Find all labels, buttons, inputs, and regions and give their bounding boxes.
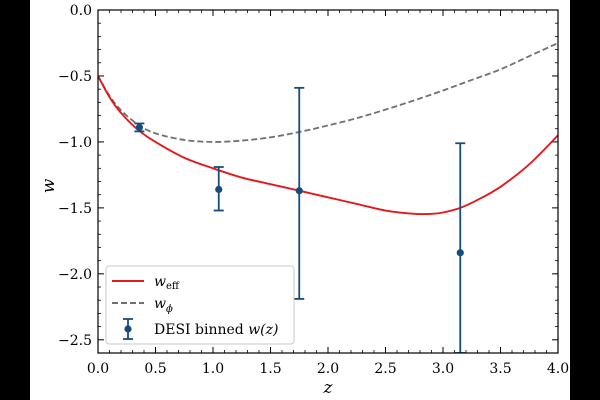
- errorbar-point-0: [134, 122, 145, 133]
- legend-label-desi-text: DESI binned: [154, 322, 248, 338]
- chart-svg: 0.0 0.5 1.0 1.5 2.0 2.5 3.0 3.5 4.0 0.0 −0.5 −1.0 −1…: [39, 3, 569, 398]
- legend: weff wϕ DESI binned w(z): [105, 265, 295, 345]
- plot-frame: [97, 9, 559, 354]
- y-tick-label: −0.5: [58, 69, 92, 85]
- legend-label-w-phi: wϕ: [154, 296, 173, 315]
- legend-label-desi: DESI binned w(z): [154, 322, 278, 338]
- x-tick-label: 1.0: [202, 361, 224, 377]
- x-tick-label: 0.0: [87, 361, 109, 377]
- chart-canvas: 0.0 0.5 1.0 1.5 2.0 2.5 3.0 3.5 4.0 0.0 −0.5 −1.0 −1…: [30, 0, 570, 400]
- y-tick-label: 0.0: [70, 3, 92, 19]
- legend-swatch-desi-marker: [124, 325, 132, 333]
- x-tick-label: 3.5: [489, 361, 511, 377]
- legend-swatch-desi: [123, 318, 133, 340]
- series-layer: [98, 42, 558, 216]
- y-tick-label: −2.5: [58, 333, 92, 349]
- x-tick-label: 1.5: [259, 361, 281, 377]
- errorbar-marker: [215, 185, 223, 194]
- axis-tick-labels: 0.0 0.5 1.0 1.5 2.0 2.5 3.0 3.5 4.0 0.0 −0.5 −1.0 −1…: [58, 3, 569, 377]
- y-tick-label: −1.5: [58, 201, 92, 217]
- legend-label-w-eff: weff: [154, 274, 180, 292]
- x-tick-label: 3.0: [432, 361, 454, 377]
- legend-label-w-phi-sub: ϕ: [166, 304, 173, 315]
- series-line-w-phi: [98, 42, 558, 143]
- errorbar-point-1: [213, 166, 224, 212]
- legend-label-w-eff-base: w: [154, 274, 166, 290]
- legend-label-w-eff-sub: eff: [166, 281, 180, 292]
- y-tick-label: −1.0: [58, 135, 92, 151]
- errorbar-marker: [295, 187, 303, 195]
- legend-box: [105, 265, 295, 345]
- x-tick-label: 2.5: [374, 361, 396, 377]
- legend-label-w-phi-base: w: [154, 296, 166, 312]
- errorbar-layer: [134, 86, 466, 353]
- errorbar-marker: [135, 123, 143, 132]
- legend-label-desi-math: w(z): [248, 322, 278, 338]
- x-tick-label: 4.0: [547, 361, 569, 377]
- x-axis-label: z: [323, 378, 334, 398]
- errorbar-point-2: [294, 86, 305, 300]
- y-tick-label: −2.0: [58, 267, 92, 283]
- series-line-w-eff: [98, 75, 558, 216]
- errorbar-point-3: [455, 142, 466, 353]
- y-axis-label: w: [39, 178, 59, 193]
- x-tick-label: 2.0: [317, 361, 339, 377]
- x-tick-label: 0.5: [144, 361, 166, 377]
- errorbar-marker: [456, 249, 464, 257]
